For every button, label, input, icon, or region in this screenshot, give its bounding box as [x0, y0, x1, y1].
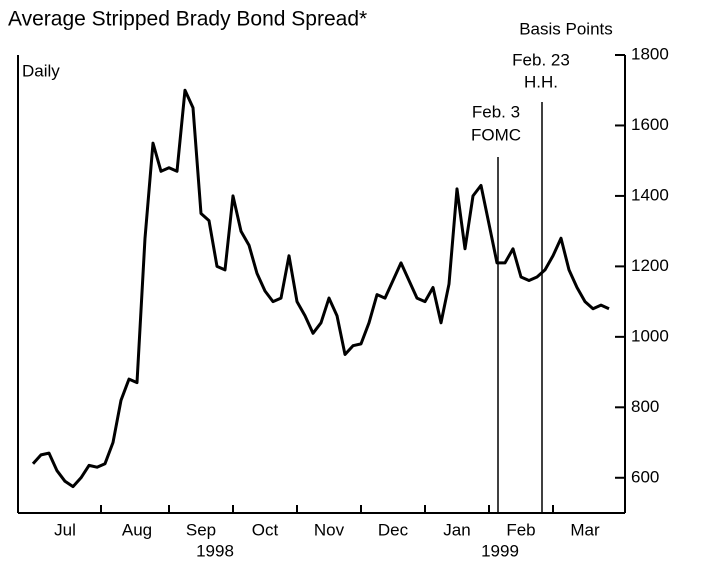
data-line: [31, 88, 610, 489]
annotation: H.H.: [524, 72, 558, 91]
y-tick-label: 1800: [631, 44, 669, 63]
x-tick-label: Nov: [314, 520, 345, 539]
y-tick-label: 800: [631, 397, 659, 416]
y-axis-label: Basis Points: [519, 19, 613, 38]
annotation: FOMC: [471, 125, 521, 144]
x-tick-label: Dec: [378, 520, 409, 539]
y-tick-label: 1000: [631, 326, 669, 345]
year-label: 1998: [196, 541, 234, 560]
year-label: 1999: [481, 541, 519, 560]
x-tick-label: Oct: [252, 520, 279, 539]
subtitle: Daily: [22, 61, 60, 80]
x-tick-label: Jul: [54, 520, 76, 539]
x-tick-label: Mar: [570, 520, 600, 539]
x-tick-label: Aug: [122, 520, 152, 539]
y-tick-label: 1200: [631, 256, 669, 275]
x-tick-label: Feb: [506, 520, 535, 539]
y-tick-label: 1600: [631, 115, 669, 134]
y-tick-label: 600: [631, 467, 659, 486]
chart-title: Average Stripped Brady Bond Spread*: [8, 8, 367, 31]
x-tick-label: Sep: [186, 520, 216, 539]
annotation: Feb. 23: [512, 50, 570, 69]
y-tick-label: 1400: [631, 185, 669, 204]
x-tick-label: Jan: [443, 520, 470, 539]
annotation: Feb. 3: [472, 102, 520, 121]
